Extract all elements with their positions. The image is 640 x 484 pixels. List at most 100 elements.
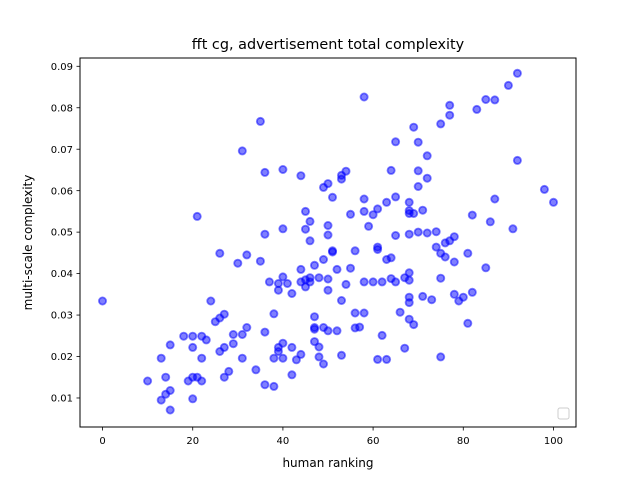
- x-tick-label: 20: [186, 436, 199, 447]
- data-point: [282, 278, 292, 288]
- data-point: [355, 322, 365, 332]
- data-point: [436, 352, 446, 362]
- data-point: [490, 95, 500, 105]
- data-point: [260, 167, 270, 177]
- data-point: [345, 263, 355, 273]
- data-point: [436, 273, 446, 283]
- data-point: [481, 95, 491, 105]
- data-point: [309, 260, 319, 270]
- data-point: [377, 330, 387, 340]
- data-point: [503, 80, 513, 90]
- data-point: [156, 395, 166, 405]
- data-point: [143, 376, 153, 386]
- data-point: [300, 224, 310, 234]
- data-point: [165, 385, 175, 395]
- data-point: [278, 224, 288, 234]
- y-tick-label: 0.06: [51, 186, 73, 197]
- y-axis: 0.01 0.02 0.03 0.04 0.05 0.06 0.07 0.08 0.09: [51, 62, 80, 405]
- data-point: [323, 285, 333, 295]
- data-point: [219, 309, 229, 319]
- data-point: [219, 342, 229, 352]
- data-point: [391, 230, 401, 240]
- data-point: [336, 350, 346, 360]
- data-point: [332, 326, 342, 336]
- data-point: [260, 229, 270, 239]
- y-tick-label: 0.09: [51, 62, 73, 73]
- data-point: [512, 68, 522, 78]
- data-point: [278, 353, 288, 363]
- data-point: [219, 372, 229, 382]
- data-point: [296, 349, 306, 359]
- data-point: [449, 232, 459, 242]
- data-point: [431, 242, 441, 252]
- data-point: [278, 338, 288, 348]
- data-point: [206, 296, 216, 306]
- data-point: [373, 204, 383, 214]
- data-point: [350, 308, 360, 318]
- data-point: [242, 322, 252, 332]
- data-point: [341, 166, 351, 176]
- data-point: [188, 342, 198, 352]
- data-point: [413, 166, 423, 176]
- data-point: [165, 405, 175, 415]
- data-point: [440, 252, 450, 262]
- data-point: [228, 329, 238, 339]
- data-point: [336, 295, 346, 305]
- data-point: [305, 236, 315, 246]
- data-point: [255, 256, 265, 266]
- data-point: [233, 258, 243, 268]
- y-tick-label: 0.03: [51, 311, 73, 322]
- data-point: [368, 210, 378, 220]
- data-point: [215, 248, 225, 258]
- data-point: [472, 104, 482, 114]
- data-point: [422, 151, 432, 161]
- data-point: [278, 164, 288, 174]
- data-point: [314, 342, 324, 352]
- legend-box: [557, 407, 570, 420]
- data-point: [305, 216, 315, 226]
- data-point: [377, 277, 387, 287]
- data-point: [373, 244, 383, 254]
- data-points: [98, 68, 559, 415]
- data-point: [386, 165, 396, 175]
- data-point: [323, 179, 333, 189]
- data-point: [237, 353, 247, 363]
- data-point: [287, 288, 297, 298]
- data-point: [242, 250, 252, 260]
- plot-area-frame: [79, 57, 577, 428]
- y-axis-label: multi-scale complexity: [21, 175, 35, 311]
- data-point: [269, 353, 279, 363]
- data-point: [237, 329, 247, 339]
- data-point: [413, 227, 423, 237]
- data-point: [490, 194, 500, 204]
- x-axis: 0 20 40 60 80 100: [99, 427, 563, 447]
- data-point: [237, 146, 247, 156]
- data-point: [197, 376, 207, 386]
- y-tick-label: 0.02: [51, 352, 73, 363]
- data-point: [309, 322, 319, 332]
- data-point: [422, 173, 432, 183]
- data-point: [485, 217, 495, 227]
- data-point: [445, 100, 455, 110]
- data-point: [431, 227, 441, 237]
- data-point: [350, 246, 360, 256]
- data-point: [341, 279, 351, 289]
- data-point: [364, 221, 374, 231]
- x-tick-label: 100: [544, 436, 563, 447]
- data-point: [359, 92, 369, 102]
- data-point: [400, 343, 410, 353]
- y-tick-label: 0.05: [51, 228, 73, 239]
- data-point: [260, 327, 270, 337]
- y-tick-label: 0.08: [51, 103, 73, 114]
- data-point: [539, 184, 549, 194]
- data-point: [318, 254, 328, 264]
- data-point: [409, 208, 419, 218]
- data-point: [449, 257, 459, 267]
- data-point: [98, 296, 108, 306]
- data-point: [228, 339, 238, 349]
- data-point: [404, 268, 414, 278]
- data-point: [309, 312, 319, 322]
- data-point: [287, 370, 297, 380]
